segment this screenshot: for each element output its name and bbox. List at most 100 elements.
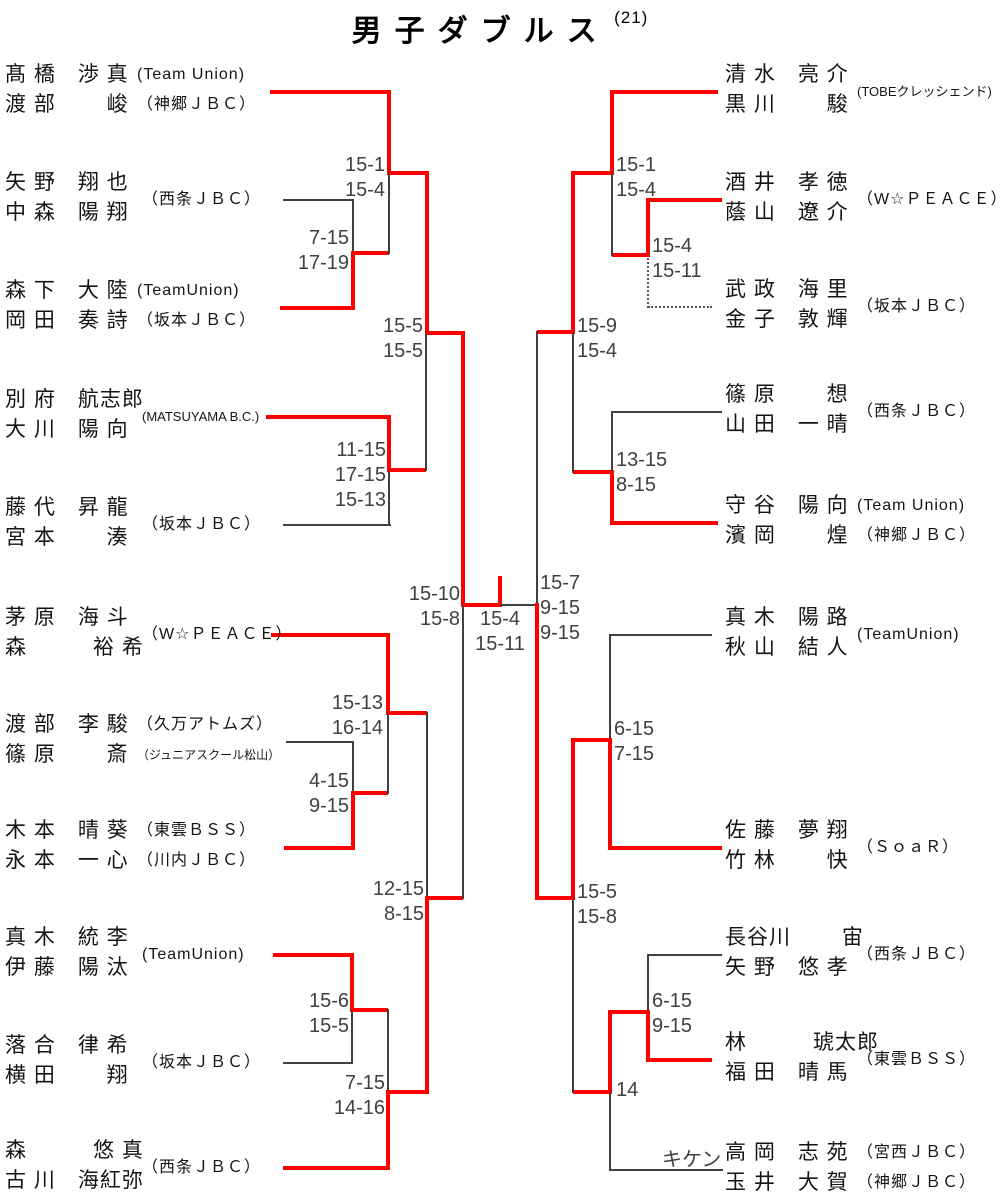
match-score-sf-left: 15-10 15-8 — [409, 582, 460, 632]
bracket-line-winner — [537, 896, 573, 900]
player-name: 髙 橋 渉 真 — [5, 63, 129, 86]
bracket-line-normal — [388, 172, 390, 254]
player-name: 濱 岡 煌 — [725, 524, 849, 547]
match-score-r1-R6-R7: 6-15 7-15 — [614, 717, 654, 767]
bracket-line-winner — [571, 738, 575, 900]
team-L10-player-1: 落 合 律 希 — [5, 1031, 137, 1061]
game-score: 14 — [616, 1079, 639, 1101]
bracket-line-winner — [388, 711, 427, 715]
label-kiken: キケン — [662, 1149, 722, 1171]
team-R9-player-2: 福 田 晴 馬 — [725, 1058, 857, 1088]
game-score: 15-7 — [540, 572, 581, 594]
game-score: 12-15 — [372, 878, 424, 900]
game-score: 15-8 — [419, 608, 460, 630]
team-R10-player-1: 高 岡 志 苑 （宮西ＪＢＣ） — [725, 1138, 976, 1168]
bracket-line-normal — [611, 411, 613, 473]
team-L10-club: （坂本ＪＢＣ） — [142, 1054, 262, 1071]
bracket-line-normal — [609, 1091, 611, 1171]
bracket-line-winner — [350, 953, 354, 1012]
bracket-line-normal — [611, 172, 613, 256]
game-score: 16-14 — [331, 717, 383, 739]
player-name: 篠 原 想 — [725, 383, 849, 406]
game-score: 9-15 — [540, 622, 581, 644]
team-R4-club: （西条ＪＢＣ） — [857, 403, 977, 420]
player-name: 篠 原 斎 — [5, 743, 129, 766]
player-name: 渡 部 峻 — [5, 93, 129, 116]
player-name: 山 田 一 晴 — [725, 413, 849, 436]
bracket-line-winner — [610, 1010, 648, 1014]
bracket-line-normal — [610, 1169, 723, 1171]
bracket-line-normal — [572, 897, 574, 1093]
player-name: 真 木 陽 路 — [725, 606, 849, 629]
game-score: 4-15 — [308, 770, 349, 792]
bracket-line-winner — [389, 171, 427, 175]
team-R4-player-2: 山 田 一 晴 — [725, 410, 857, 440]
bracket-line-winner — [498, 576, 502, 607]
bracket-line-winner — [610, 90, 614, 175]
bracket-line-normal — [610, 634, 712, 636]
match-score-r1-R2-R3: 15-4 15-11 — [652, 234, 702, 284]
team-L11-player-2: 古 川 海紅弥 — [5, 1166, 143, 1196]
team-R4: 篠 原 想山 田 一 晴 — [725, 380, 857, 440]
player-name: 横 田 翔 — [5, 1064, 129, 1087]
player-name: 宮 本 湊 — [5, 526, 129, 549]
bracket-line-winner — [648, 198, 722, 202]
team-L1-player-1: 髙 橋 渉 真 (Team Union) — [5, 60, 256, 90]
team-R5-player-2: 濱 岡 煌 （神郷ＪＢＣ） — [725, 521, 976, 551]
game-score: 15-9 — [577, 315, 618, 337]
game-score: 15-4 — [479, 608, 521, 630]
team-L6-club: （W☆ＰＥＡＣＥ） — [142, 626, 293, 643]
player-name: 秋 山 結 人 — [725, 636, 849, 659]
game-score: 8-15 — [383, 903, 424, 925]
bracket-line-normal — [426, 712, 428, 899]
bracket-line-winner — [573, 171, 612, 175]
team-R1-club: (TOBEクレッシェンド) — [857, 84, 992, 99]
bracket-line-dotted — [647, 254, 649, 308]
bracket-line-normal — [648, 954, 722, 956]
team-R1-player-1: 清 水 亮 介 — [725, 60, 857, 90]
bracket-line-dotted — [648, 306, 712, 308]
bracket-line-winner — [426, 331, 463, 335]
team-L7-player-1: 渡 部 李 駿 （久万アトムズ） — [5, 710, 280, 740]
team-R10: 高 岡 志 苑 （宮西ＪＢＣ） 玉 井 大 賀 （神郷ＪＢＣ） — [725, 1138, 976, 1198]
team-L11-club: （西条ＪＢＣ） — [142, 1159, 262, 1176]
team-L9: 真 木 統 李伊 藤 陽 汰 — [5, 923, 137, 983]
page-title: 男子ダブルス (21) — [0, 6, 1000, 50]
match-score-qf-R-top: 15-9 15-4 — [577, 314, 617, 364]
player-name: 長谷川 宙 — [725, 926, 864, 949]
game-score: 8-15 — [616, 474, 657, 496]
player-name: 永 本 一 心 — [5, 849, 129, 872]
player-name: 清 水 亮 介 — [725, 63, 849, 86]
bracket-line-winner — [270, 90, 391, 94]
player-name: 大 川 陽 向 — [5, 418, 129, 441]
player-name: 木 本 晴 葵 — [5, 819, 129, 842]
team-R2: 酒 井 孝 徳蔭 山 遼 介 — [725, 168, 857, 228]
player-name: 岡 田 奏 詩 — [5, 309, 129, 332]
match-score-r2-L11: 7-15 14-16 — [334, 1071, 385, 1121]
team-L1: 髙 橋 渉 真 (Team Union) 渡 部 峻 （神郷ＪＢＣ） — [5, 60, 256, 120]
player-name: 落 合 律 希 — [5, 1034, 129, 1057]
match-score-qf-L-bottom: 12-15 8-15 — [373, 877, 424, 927]
club-name: (TeamUnion) — [137, 282, 240, 299]
team-L5-player-2: 宮 本 湊 — [5, 523, 137, 553]
team-R3-club: （坂本ＪＢＣ） — [857, 298, 977, 315]
game-score: 15-1 — [344, 154, 385, 176]
match-score-r1-L4-L5: 11-15 17-15 15-13 — [335, 438, 386, 513]
bracket-line-winner — [283, 1166, 389, 1170]
player-name: 渡 部 李 駿 — [5, 713, 129, 736]
game-score: 15-4 — [616, 179, 657, 201]
bracket-line-winner — [612, 253, 648, 257]
game-score: 15-13 — [334, 489, 386, 511]
team-R9-player-1: 林 琥太郎 — [725, 1028, 878, 1058]
bracket-line-winner — [571, 171, 575, 334]
bracket-line-normal — [283, 1062, 353, 1064]
game-score: 7-15 — [308, 227, 349, 249]
team-L5: 藤 代 昇 龍宮 本 湊 — [5, 493, 137, 553]
entry-count: (21) — [614, 8, 649, 27]
match-score-final: 15-4 15-11 — [430, 607, 570, 657]
bracket-line-winner — [387, 415, 391, 472]
club-name: （東雲ＢＳＳ） — [137, 822, 257, 839]
game-score: 17-19 — [297, 252, 349, 274]
team-L4: 別 府 航志郎大 川 陽 向 — [5, 385, 144, 445]
player-name: 別 府 航志郎 — [5, 388, 144, 411]
